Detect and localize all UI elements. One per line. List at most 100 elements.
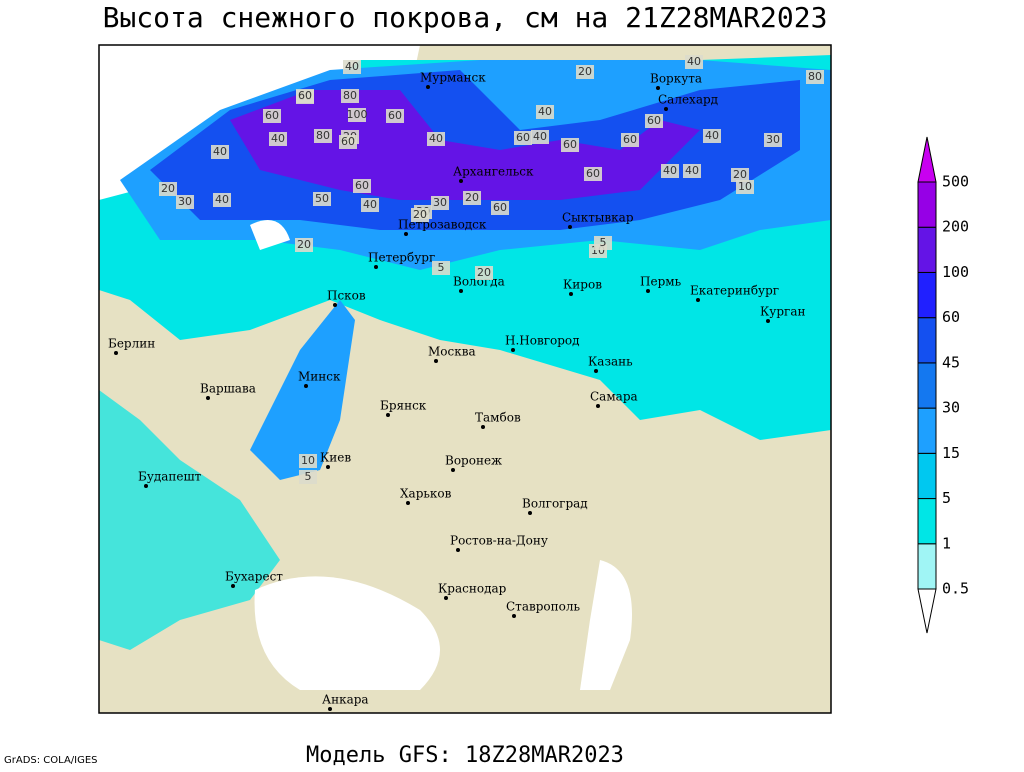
contour-label: 40: [271, 132, 285, 145]
city-label: Киев: [320, 451, 351, 465]
contour-label-bg: [491, 201, 509, 215]
city-dot: [569, 292, 573, 296]
city-dot: [426, 85, 430, 89]
colorbar-box: [917, 452, 937, 500]
contour-label: 40: [213, 145, 227, 158]
sea: [250, 220, 290, 250]
contour-label-bg: [584, 167, 602, 181]
city-dot: [386, 413, 390, 417]
city-dot: [328, 707, 332, 711]
contour-label-bg: [339, 135, 357, 149]
city-label: Воркута: [650, 72, 702, 86]
contour-label-bg: [353, 179, 371, 193]
contour-label: 5: [438, 261, 445, 274]
city-dot: [404, 232, 408, 236]
map-frame: [98, 44, 832, 714]
colorbar-box: [917, 181, 937, 228]
contour-label-bg: [432, 261, 450, 275]
city-label: Казань: [588, 355, 633, 369]
colorbar-label: 0.5: [942, 580, 969, 598]
contour-label-bg: [296, 89, 314, 103]
city-dot: [206, 396, 210, 400]
contour-label: 40: [533, 130, 547, 143]
contour-label-bg: [361, 198, 379, 212]
city-dot: [528, 511, 532, 515]
contour-label: 40: [429, 132, 443, 145]
colorbar-label: 500: [942, 173, 969, 191]
colorbar-box: [917, 317, 937, 364]
colorbar-label: 15: [942, 444, 960, 462]
contour-label: 30: [178, 195, 192, 208]
contour-label: 40: [687, 55, 701, 68]
city-label: Архангельск: [453, 165, 534, 179]
colorbar-label: 200: [942, 218, 969, 236]
colorbar-box: [917, 543, 937, 590]
city-dot: [406, 501, 410, 505]
contour-label: 10: [738, 180, 752, 193]
contour-label: 20: [413, 208, 427, 221]
snow: [250, 300, 355, 480]
contour-label: 40: [363, 198, 377, 211]
city-dot: [594, 369, 598, 373]
city-dot: [696, 298, 700, 302]
city-label: Берлин: [108, 337, 155, 351]
city-label: Ростов-на-Дону: [450, 534, 548, 548]
city-dot: [568, 225, 572, 229]
city-label: Минск: [298, 370, 341, 384]
city-label: Варшава: [200, 382, 256, 396]
contour-label-bg: [475, 266, 493, 280]
sea: [580, 560, 632, 690]
city-label: Бухарест: [225, 570, 283, 584]
contour-label: 60: [341, 135, 355, 148]
city-dot: [434, 359, 438, 363]
model-label: Модель GFS: 18Z28MAR2023: [306, 743, 624, 768]
contour-label: 60: [623, 133, 637, 146]
contour-label-bg: [731, 168, 749, 182]
map: Мурманск ВоркутаСалехардАрхангельскПетроз…: [98, 44, 832, 714]
contour-label: 60: [516, 131, 530, 144]
colorbar-label: 30: [942, 399, 960, 417]
contour-label-bg: [348, 108, 366, 122]
contour-label-bg: [806, 70, 824, 84]
city-dot: [459, 179, 463, 183]
city-dot: [333, 303, 337, 307]
contour-label-bg: [411, 208, 429, 222]
contour-label-bg: [736, 180, 754, 194]
contour-label: 40: [663, 164, 677, 177]
city-dot: [646, 289, 650, 293]
contour-label-bg: [343, 60, 361, 74]
colorbar-box: [917, 498, 937, 545]
contour-label-bg: [621, 133, 639, 147]
colorbar-label: 1: [942, 534, 951, 552]
colorbar-arrow: [917, 136, 937, 183]
city-dot: [481, 425, 485, 429]
city-label: Краснодар: [438, 582, 507, 596]
contour-label-bg: [269, 132, 287, 146]
city-dot: [512, 614, 516, 618]
city-label: Будапешт: [138, 470, 202, 484]
contour-label-bg: [645, 114, 663, 128]
colorbar-arrow: [917, 588, 937, 634]
city-dot: [444, 596, 448, 600]
city-label: Воронеж: [445, 454, 502, 468]
contour-label: 20: [465, 191, 479, 204]
city-label: Пермь: [640, 275, 682, 289]
city-dot: [664, 107, 668, 111]
city-label: Ставрополь: [506, 600, 580, 614]
contour-label: 10: [301, 454, 315, 467]
city-label: Анкара: [322, 693, 369, 707]
contour-label: 60: [298, 89, 312, 102]
contour-label: 30: [433, 196, 447, 209]
contour-label: 20: [733, 168, 747, 181]
city-dot: [456, 548, 460, 552]
contour-label-bg: [427, 132, 445, 146]
contour-label: 80: [343, 89, 357, 102]
city-label: Курган: [760, 305, 805, 319]
contour-label: 40: [685, 164, 699, 177]
city-label: Мурманск: [420, 71, 486, 85]
city-dot: [451, 468, 455, 472]
contour-label-bg: [514, 131, 532, 145]
contour-label-bg: [561, 138, 579, 152]
contour-label-bg: [531, 130, 549, 144]
